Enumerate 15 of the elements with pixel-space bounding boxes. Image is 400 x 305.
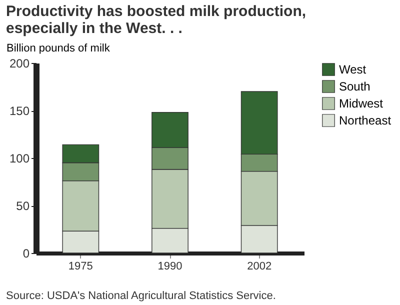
x-tick-label: 2002 xyxy=(247,260,272,272)
x-tick-label: 1975 xyxy=(68,260,93,272)
y-tick-label: 200 xyxy=(9,56,30,70)
y-tick-label: 100 xyxy=(9,152,30,166)
y-tick-label: 150 xyxy=(9,104,30,118)
legend-label: South xyxy=(339,80,370,94)
source-note: Source: USDA's National Agricultural Statistics Service. xyxy=(6,290,276,302)
chart-title: Productivity has boosted milk production, especially in the West. . . xyxy=(6,3,306,37)
x-tick-label: 1990 xyxy=(158,260,182,272)
legend-label: West xyxy=(339,62,367,76)
legend-label: Northeast xyxy=(339,114,392,128)
y-tick-label: 50 xyxy=(16,199,30,213)
y-tick-label: 0 xyxy=(22,246,30,260)
y-axis-title: Billion pounds of milk xyxy=(6,42,110,54)
legend-label: Midwest xyxy=(339,96,384,110)
